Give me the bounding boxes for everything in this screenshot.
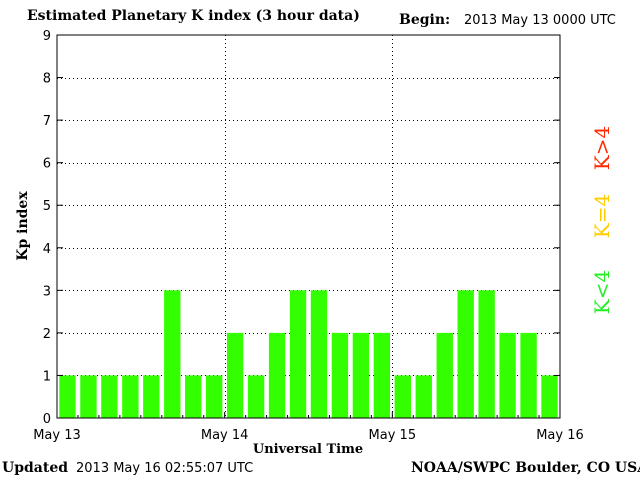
kp-bar [80, 375, 97, 418]
kp-bar [478, 290, 495, 418]
kp-bar [185, 375, 202, 418]
y-tick-label: 1 [43, 369, 51, 384]
kp-bar [331, 332, 349, 418]
y-tick-label: 2 [43, 327, 51, 342]
kp-bar [352, 332, 370, 418]
y-tick-label: 0 [43, 412, 51, 427]
y-tick-label: 6 [43, 157, 51, 172]
y-ticks: 0 1 2 3 4 5 6 7 8 9 [43, 29, 560, 427]
y-tick-label: 5 [43, 199, 51, 214]
y-axis-label: Kp index [15, 191, 31, 261]
footer-organization: NOAA/SWPC Boulder, CO USA [411, 460, 640, 476]
y-tick-label: 3 [43, 284, 51, 299]
kp-bar [268, 332, 286, 418]
updated-value: 2013 May 16 02:55:07 UTC [76, 461, 254, 476]
x-tick-label: May 16 [536, 428, 584, 443]
kp-bar [310, 290, 328, 418]
y-tick-label: 4 [43, 242, 51, 257]
kp-bar [122, 375, 139, 418]
kp-bar [436, 332, 453, 418]
kp-bar [101, 375, 118, 418]
x-tick-label: May 15 [369, 428, 417, 443]
kp-bar [373, 332, 391, 418]
legend-item: K<4 [590, 270, 614, 314]
kp-bar [143, 375, 160, 418]
begin-label: Begin: [399, 12, 451, 28]
kp-bar [415, 375, 432, 418]
x-ticks: May 13 May 14 May 15 May 16 [33, 412, 584, 443]
kp-bar [499, 332, 516, 418]
y-tick-label: 9 [43, 29, 51, 44]
kp-bar [164, 290, 181, 418]
kp-bar [394, 375, 411, 418]
chart-title: Estimated Planetary K index (3 hour data… [27, 8, 360, 24]
y-tick-label: 8 [43, 72, 51, 87]
updated-label: Updated [2, 460, 69, 476]
begin-value: 2013 May 13 0000 UTC [464, 13, 616, 28]
legend: K>4 K=4 K<4 [590, 126, 614, 314]
x-axis-label: Universal Time [253, 442, 363, 457]
legend-item: K>4 [590, 126, 614, 170]
kp-bar [541, 375, 558, 418]
kp-bar [59, 375, 76, 418]
kp-bar [247, 375, 265, 418]
x-tick-label: May 14 [201, 428, 249, 443]
y-tick-label: 7 [43, 114, 51, 129]
x-tick-label: May 13 [33, 428, 81, 443]
bars-group [59, 290, 558, 418]
kp-bar [226, 332, 244, 418]
kp-bar [206, 375, 223, 418]
legend-item: K=4 [590, 194, 614, 238]
kp-bar [289, 290, 307, 418]
kp-bar [520, 332, 537, 418]
kp-bar [457, 290, 474, 418]
